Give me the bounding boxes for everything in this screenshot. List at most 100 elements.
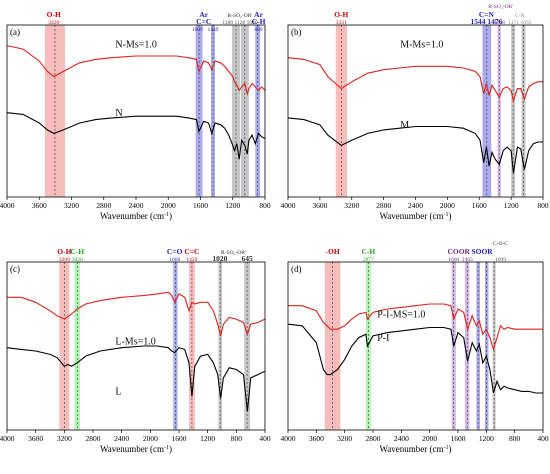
series-label-1: L [115, 387, 121, 398]
x-tick-label-8: 800 [259, 201, 271, 210]
x-tick-label-2: 3200 [344, 201, 359, 210]
x-tick-label-2: 3200 [57, 434, 72, 443]
x-tick-label-7: 1200 [479, 434, 494, 443]
plot-frame [287, 24, 544, 198]
x-tick-label-4: 2400 [129, 201, 144, 210]
annotation-8: Ar [254, 10, 263, 19]
annotation-5: 1449 [207, 27, 218, 33]
x-tick-label-3: 2800 [96, 201, 111, 210]
plot-frame [6, 261, 266, 431]
plot-frame [287, 261, 544, 431]
panel-b: M-Ms=1.0 M 4000 3600 3200 2800 2400 2000 1600 120… [281, 4, 549, 221]
series-line-0 [7, 45, 265, 96]
x-tick-label-6: 1600 [472, 201, 487, 210]
x-tick-label-9: 400 [537, 434, 549, 443]
annotation-3: 1544 1476 [470, 17, 502, 26]
panel-d: P-I-MS=1.0 P-I 4000 3600 3200 2800 2400 2000 160… [281, 241, 549, 454]
x-tick-label-1: 3600 [32, 201, 47, 210]
x-tick-label-0: 4000 [0, 201, 15, 210]
series-line-1 [7, 345, 265, 412]
series-line-1 [288, 323, 543, 394]
x-tick-label-8: 800 [509, 434, 521, 443]
annotation-0: O-H [47, 10, 61, 19]
annotation-10: 645 [241, 254, 253, 263]
series-line-0 [7, 291, 265, 337]
x-tick-label-6: 1600 [451, 434, 466, 443]
annotation-6: C-N [515, 13, 525, 19]
x-tick-label-4: 2400 [394, 434, 409, 443]
annotation-3: C=C [196, 17, 211, 26]
annotation-7: 1180 1120 1040 [222, 20, 258, 26]
x-tick-label-7: 1200 [504, 201, 519, 210]
annotation-4: R-SO₂-OR' [488, 4, 513, 10]
x-tick-label-0: 4000 [281, 434, 296, 443]
x-tick-label-1: 3600 [28, 434, 43, 443]
series-label-1: N [115, 108, 122, 119]
annotation-7: C-O-C [493, 241, 508, 247]
panel-label: (a) [10, 27, 20, 37]
panel-label: (c) [10, 264, 20, 274]
annotation-0: -OH [326, 247, 340, 256]
x-tick-label-7: 1200 [200, 434, 215, 443]
x-tick-label-8: 800 [537, 201, 549, 210]
series-label-0: M-Ms=1.0 [400, 39, 443, 50]
annotation-7: 1420 [186, 257, 197, 263]
annotation-5: 1660 [169, 257, 180, 263]
annotation-1: 3420 [48, 20, 59, 26]
x-tick-label-0: 4000 [281, 201, 296, 210]
x-tick-label-5: 2000 [161, 201, 176, 210]
annotation-10: 880 [254, 27, 263, 33]
annotation-6: C=C [184, 247, 199, 256]
series-label-1: M [400, 120, 409, 131]
panel-label: (d) [291, 264, 302, 274]
annotation-4: C=O [167, 247, 183, 256]
series-label-0: L-Ms=1.0 [115, 336, 155, 347]
annotation-0: O-H [57, 247, 71, 256]
x-axis-label: Wavenumber (cm-1) [100, 444, 172, 454]
x-tick-label-6: 1600 [172, 434, 187, 443]
panel-c: L-Ms=1.0 L 4000 3600 3200 2800 2400 2000 1600 120… [0, 247, 271, 454]
annotation-4: 1609 [192, 27, 203, 33]
series-label-0: P-I-MS=1.0 [377, 309, 425, 320]
annotation-5: 1348 [494, 20, 505, 26]
annotation-1: C-H [362, 247, 376, 256]
annotation-8: 1099 [495, 257, 506, 263]
annotation-8: R-SO₂-OR' [221, 250, 246, 256]
x-tick-label-8: 800 [231, 434, 243, 443]
x-axis-label: Wavenumber (cm-1) [100, 211, 172, 221]
panel-a: N-Ms=1.0 N 4000 3600 3200 2800 2400 2000 1600 120… [0, 10, 271, 221]
annotation-7: 1171 1033 [508, 20, 531, 26]
x-tick-label-4: 2400 [114, 434, 129, 443]
annotation-4: 1660 [448, 257, 459, 263]
annotation-3: 3020 [72, 257, 83, 263]
x-tick-label-2: 3200 [64, 201, 79, 210]
annotation-5: 1465 [462, 257, 473, 263]
x-tick-label-7: 1200 [225, 201, 240, 210]
series-line-1 [7, 112, 265, 160]
x-tick-label-5: 2000 [440, 201, 455, 210]
x-tick-label-0: 4000 [0, 434, 15, 443]
x-axis-label: Wavenumber (cm-1) [380, 444, 452, 454]
x-tick-label-9: 400 [259, 434, 271, 443]
band-group [59, 262, 250, 430]
x-tick-label-6: 1600 [193, 201, 208, 210]
band-group [335, 25, 526, 197]
x-tick-label-3: 2800 [86, 434, 101, 443]
annotation-2: Ar [199, 10, 208, 19]
annotation-6: R-SO₂-OR' [228, 13, 253, 19]
band-group [324, 262, 496, 430]
x-tick-label-3: 2800 [376, 201, 391, 210]
x-tick-label-4: 2400 [408, 201, 423, 210]
series-line-0 [288, 57, 543, 103]
x-axis-label: Wavenumber (cm-1) [380, 211, 452, 221]
x-tick-label-5: 2000 [422, 434, 437, 443]
x-tick-label-3: 2800 [366, 434, 381, 443]
annotation-2: C=N [479, 10, 495, 19]
annotation-1: 3331 [336, 20, 347, 26]
x-tick-label-2: 3200 [337, 434, 352, 443]
annotation-2: C-H [70, 247, 84, 256]
series-line-0 [288, 303, 543, 352]
annotation-0: O-H [334, 10, 348, 19]
series-label-1: P-I [377, 333, 389, 344]
